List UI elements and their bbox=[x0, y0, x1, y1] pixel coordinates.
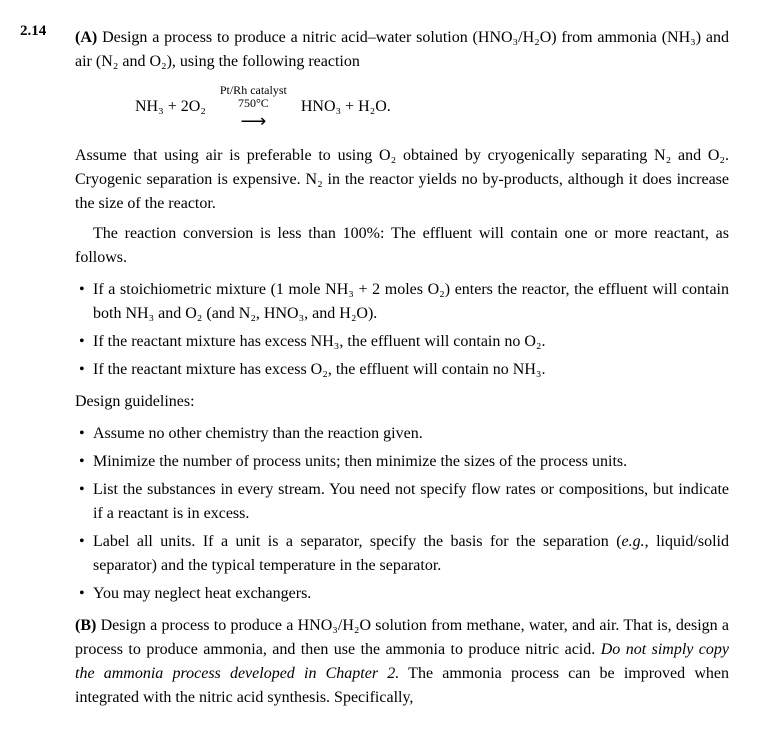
part-b-label: (B) bbox=[75, 617, 96, 634]
reaction-equation: NH₃ + 2O₂ Pt/Rh catalyst 750°C ⟶ HNO₃ + … bbox=[135, 84, 729, 130]
part-b-text: (B) Design a process to produce a HNO₃/H… bbox=[75, 614, 729, 710]
problem-content: (A) Design a process to produce a nitric… bbox=[75, 26, 729, 710]
guideline-4-text: Label all units. If a unit is a separato… bbox=[93, 533, 729, 574]
part-a: (A) Design a process to produce a nitric… bbox=[75, 26, 729, 606]
guideline-bullets: Assume no other chemistry than the react… bbox=[75, 422, 729, 606]
list-item: List the substances in every stream. You… bbox=[75, 478, 729, 526]
part-a-intro-text: Design a process to produce a nitric aci… bbox=[75, 29, 729, 70]
list-item: If the reactant mixture has excess O₂, t… bbox=[75, 358, 729, 382]
part-a-intro: (A) Design a process to produce a nitric… bbox=[75, 26, 729, 74]
catalyst-bottom: 750°C bbox=[238, 96, 269, 110]
problem-number: 2.14 bbox=[20, 20, 46, 43]
list-item: You may neglect heat exchangers. bbox=[75, 582, 729, 606]
list-item: Label all units. If a unit is a separato… bbox=[75, 530, 729, 578]
arrow-icon: ⟶ bbox=[240, 112, 266, 132]
equation-rhs: HNO₃ + H₂O. bbox=[301, 98, 391, 115]
part-b: (B) Design a process to produce a HNO₃/H… bbox=[75, 614, 729, 710]
catalyst-top: Pt/Rh catalyst bbox=[220, 83, 287, 97]
assume-paragraph: Assume that using air is preferable to u… bbox=[75, 144, 729, 216]
equation-lhs: NH₃ + 2O₂ bbox=[135, 98, 206, 115]
list-item: Assume no other chemistry than the react… bbox=[75, 422, 729, 446]
effluent-bullets: If a stoichiometric mixture (1 mole NH₃ … bbox=[75, 278, 729, 382]
list-item: Minimize the number of process units; th… bbox=[75, 450, 729, 474]
equation-conditions: Pt/Rh catalyst 750°C ⟶ bbox=[220, 84, 287, 130]
part-a-label: (A) bbox=[75, 29, 97, 46]
conversion-paragraph: The reaction conversion is less than 100… bbox=[75, 222, 729, 270]
guidelines-label: Design guidelines: bbox=[75, 390, 729, 414]
list-item: If a stoichiometric mixture (1 mole NH₃ … bbox=[75, 278, 729, 326]
list-item: If the reactant mixture has excess NH₃, … bbox=[75, 330, 729, 354]
